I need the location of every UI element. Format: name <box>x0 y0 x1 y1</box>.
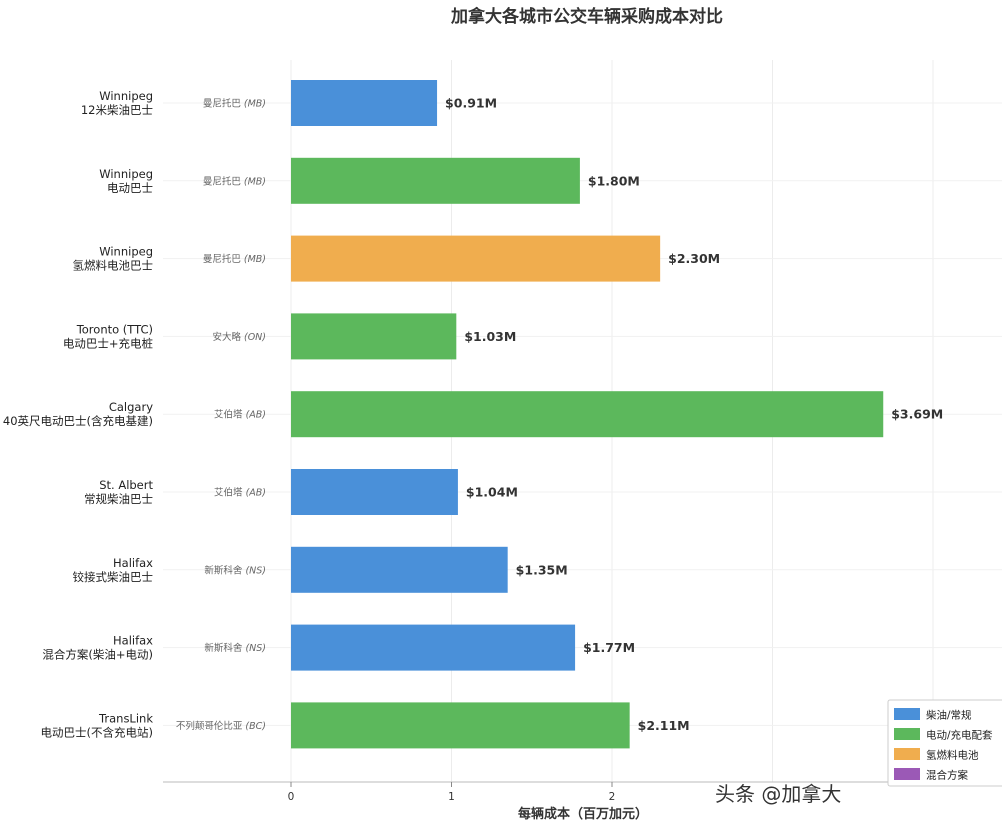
province-label: 新斯科舍 (NS) <box>204 564 266 576</box>
value-label: $2.30M <box>668 251 720 266</box>
category-desc-label: 铰接式柴油巴士 <box>73 570 154 584</box>
province-label: 不列颠哥伦比亚 (BC) <box>176 720 266 732</box>
province-label: 曼尼托巴 (MB) <box>203 253 266 265</box>
x-tick-label: 0 <box>288 791 295 803</box>
value-label: $1.77M <box>583 640 635 655</box>
bar <box>291 546 508 593</box>
province-name: 曼尼托巴 <box>203 98 244 110</box>
category-desc-label: 12米柴油巴士 <box>81 103 153 117</box>
province-abbr: (AB) <box>246 488 266 499</box>
legend-label: 氢燃料电池 <box>926 749 979 762</box>
province-name: 曼尼托巴 <box>203 253 244 265</box>
province-abbr: (NS) <box>245 643 266 654</box>
province-abbr: (AB) <box>246 410 266 421</box>
category-city-label: Toronto (TTC) <box>76 322 153 336</box>
province-abbr: (MB) <box>244 99 266 110</box>
legend-swatch <box>894 728 920 740</box>
category-city-label: Halifax <box>113 634 153 648</box>
category-city-label: Winnipeg <box>99 245 153 259</box>
value-label: $2.11M <box>638 718 690 733</box>
legend-swatch <box>894 748 920 760</box>
bar <box>291 157 580 204</box>
province-name: 曼尼托巴 <box>203 175 244 187</box>
province-abbr: (MB) <box>244 176 266 187</box>
province-name: 安大略 <box>212 331 244 343</box>
province-name: 新斯科舍 <box>204 642 245 654</box>
value-label: $0.91M <box>445 96 497 111</box>
province-label: 曼尼托巴 (MB) <box>203 98 266 110</box>
category-desc-label: 混合方案(柴油+电动) <box>42 648 153 662</box>
x-tick-label: 1 <box>448 791 455 803</box>
legend-swatch <box>894 768 920 780</box>
province-name: 不列颠哥伦比亚 <box>176 720 246 732</box>
bar <box>291 624 576 671</box>
category-desc-label: 电动巴士 <box>107 181 153 195</box>
bars-group <box>291 80 884 749</box>
province-name: 艾伯塔 <box>214 409 246 421</box>
value-labels: $0.91M $1.80M $2.30M $1.03M $3.69M $1.04M $1.3… <box>445 96 943 733</box>
category-city-label: St. Albert <box>99 478 153 492</box>
x-tick-label: 2 <box>609 791 616 803</box>
bar <box>291 702 630 749</box>
province-name: 艾伯塔 <box>214 487 246 499</box>
category-desc-label: 40英尺电动巴士(含充电基建) <box>3 414 153 428</box>
x-axis-label: 每辆成本（百万加元） <box>518 806 648 822</box>
watermark: 头条 @加拿大 <box>715 782 841 806</box>
legend-label: 柴油/常规 <box>926 709 972 722</box>
value-label: $1.80M <box>588 173 640 188</box>
province-label: 安大略 (ON) <box>212 331 266 343</box>
bar <box>291 469 458 515</box>
bar <box>291 80 438 126</box>
x-axis-ticks: 0 1 2 <box>288 782 616 803</box>
bar <box>291 235 661 282</box>
category-desc-label: 电动巴士(不含充电站) <box>41 725 153 739</box>
province-label: 艾伯塔 (AB) <box>214 409 266 421</box>
category-desc-label: 氢燃料电池巴士 <box>73 259 154 273</box>
legend-box <box>887 699 1002 787</box>
province-label: 曼尼托巴 (MB) <box>203 175 266 187</box>
province-label: 新斯科舍 (NS) <box>204 642 266 654</box>
bar <box>291 313 457 360</box>
category-city-label: TransLink <box>98 711 153 725</box>
category-city-label: Winnipeg <box>99 167 153 181</box>
value-label: $3.69M <box>891 407 943 422</box>
bar <box>291 391 884 438</box>
province-name: 新斯科舍 <box>204 564 245 576</box>
category-desc-label: 常规柴油巴士 <box>84 492 153 506</box>
category-city-label: Halifax <box>113 556 153 570</box>
legend-label: 电动/充电配套 <box>926 729 993 742</box>
province-label: 艾伯塔 (AB) <box>214 487 266 499</box>
value-label: $1.03M <box>464 329 516 344</box>
value-label: $1.04M <box>466 485 518 500</box>
province-abbr: (MB) <box>244 254 266 265</box>
value-label: $1.35M <box>516 562 568 577</box>
category-city-label: Calgary <box>109 400 153 414</box>
category-desc-label: 电动巴士+充电桩 <box>63 336 153 350</box>
legend-swatch <box>894 708 920 720</box>
chart-title: 加拿大各城市公交车辆采购成本对比 <box>450 6 723 27</box>
legend-label: 混合方案 <box>926 769 968 782</box>
province-abbr: (ON) <box>244 332 266 343</box>
province-abbr: (NS) <box>245 565 266 576</box>
province-abbr: (BC) <box>245 721 266 732</box>
category-city-label: Winnipeg <box>99 89 153 103</box>
